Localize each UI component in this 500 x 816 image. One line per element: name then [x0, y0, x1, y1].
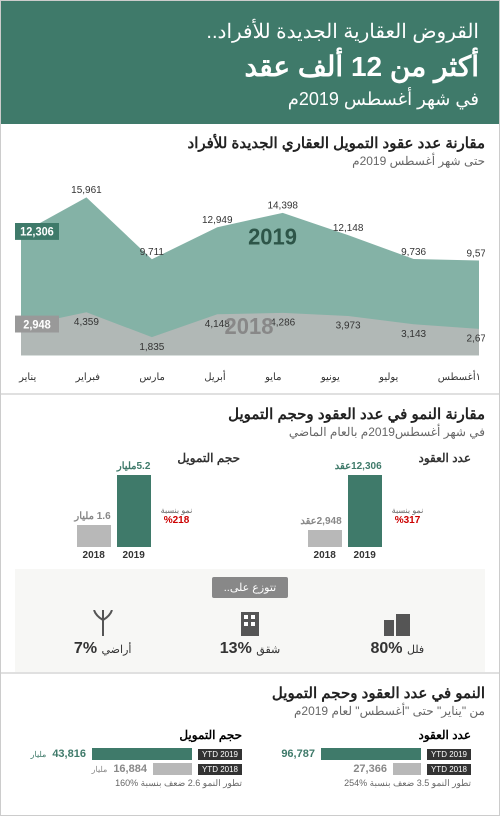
ytd-title: النمو في عدد العقود وحجم التمويل [15, 684, 485, 702]
finance-growth: نمو بنسبة %218 [161, 506, 193, 526]
contracts-bar-2018: 2,948عقد [308, 530, 342, 547]
ytd-section: النمو في عدد العقود وحجم التمويل من "ينا… [1, 674, 499, 815]
svg-text:12,949: 12,949 [202, 215, 233, 226]
dist-item: أراضي %7 [29, 608, 176, 658]
svg-text:4,286: 4,286 [270, 317, 295, 328]
infographic: القروض العقارية الجديدة للأفراد.. أكثر م… [0, 0, 500, 816]
dist-header: تتوزع على.. [212, 577, 288, 598]
svg-text:2019: 2019 [248, 224, 297, 250]
ytd-contracts: عدد العقود YTD 201996,787 YTD 201827,366… [258, 728, 471, 789]
svg-text:3,143: 3,143 [401, 329, 426, 340]
month-axis: ١أغسطسيوليويونيومايوأبريلمارسفبرايريناير [15, 372, 485, 383]
header-line3: في شهر أغسطس 2019م [21, 89, 479, 110]
finance-bar-2018: 1.6 مليار [77, 525, 111, 547]
contracts-box: عدد العقود نمو بنسبة %317 12,306عقد 2019 [260, 451, 471, 561]
svg-text:2,674: 2,674 [467, 333, 485, 344]
svg-text:2018: 2018 [225, 313, 274, 339]
svg-text:9,736: 9,736 [401, 247, 426, 258]
svg-text:1,835: 1,835 [139, 342, 164, 353]
area-subtitle: حتى شهر أغسطس 2019م [15, 154, 485, 168]
svg-text:14,398: 14,398 [267, 200, 298, 211]
svg-text:15,961: 15,961 [71, 185, 102, 196]
svg-text:2,948: 2,948 [23, 319, 51, 331]
contracts-growth: نمو بنسبة %317 [392, 506, 424, 526]
dist-item: فلل %80 [324, 608, 471, 658]
distribution: تتوزع على.. فلل %80شقق %13أراضي %7 [15, 569, 485, 672]
compare-title: مقارنة النمو في عدد العقود وحجم التمويل [15, 405, 485, 423]
dist-item: شقق %13 [176, 608, 323, 658]
area-title: مقارنة عدد عقود التمويل العقاري الجديدة … [15, 134, 485, 152]
ytd-subtitle: من "يناير" حتى "أغسطس" لعام 2019م [15, 704, 485, 718]
compare-subtitle: في شهر أغسطس2019م بالعام الماضي [15, 425, 485, 439]
finance-box: حجم التمويل نمو بنسبة %218 5.2مليار 2019 [29, 451, 240, 561]
svg-text:9,578: 9,578 [467, 248, 485, 259]
svg-text:12,306: 12,306 [20, 226, 54, 238]
svg-text:4,359: 4,359 [74, 317, 99, 328]
contracts-bar-2019: 12,306عقد [348, 475, 382, 547]
compare-section: مقارنة النمو في عدد العقود وحجم التمويل … [1, 395, 499, 674]
ytd-finance: حجم التمويل YTD 201943,816مليار YTD 2018… [29, 728, 242, 789]
header-line2: أكثر من 12 ألف عقد [21, 50, 479, 83]
header-line1: القروض العقارية الجديدة للأفراد.. [21, 19, 479, 44]
svg-text:9,711: 9,711 [140, 247, 165, 258]
area-chart: 15,961 9,711 12,949 14,398 12,148 9,736 9,578 4… [15, 178, 485, 368]
svg-text:12,148: 12,148 [333, 223, 364, 234]
finance-bar-2019: 5.2مليار [117, 475, 151, 547]
area-section: مقارنة عدد عقود التمويل العقاري الجديدة … [1, 124, 499, 395]
header: القروض العقارية الجديدة للأفراد.. أكثر م… [1, 1, 499, 124]
svg-text:3,973: 3,973 [336, 320, 361, 331]
